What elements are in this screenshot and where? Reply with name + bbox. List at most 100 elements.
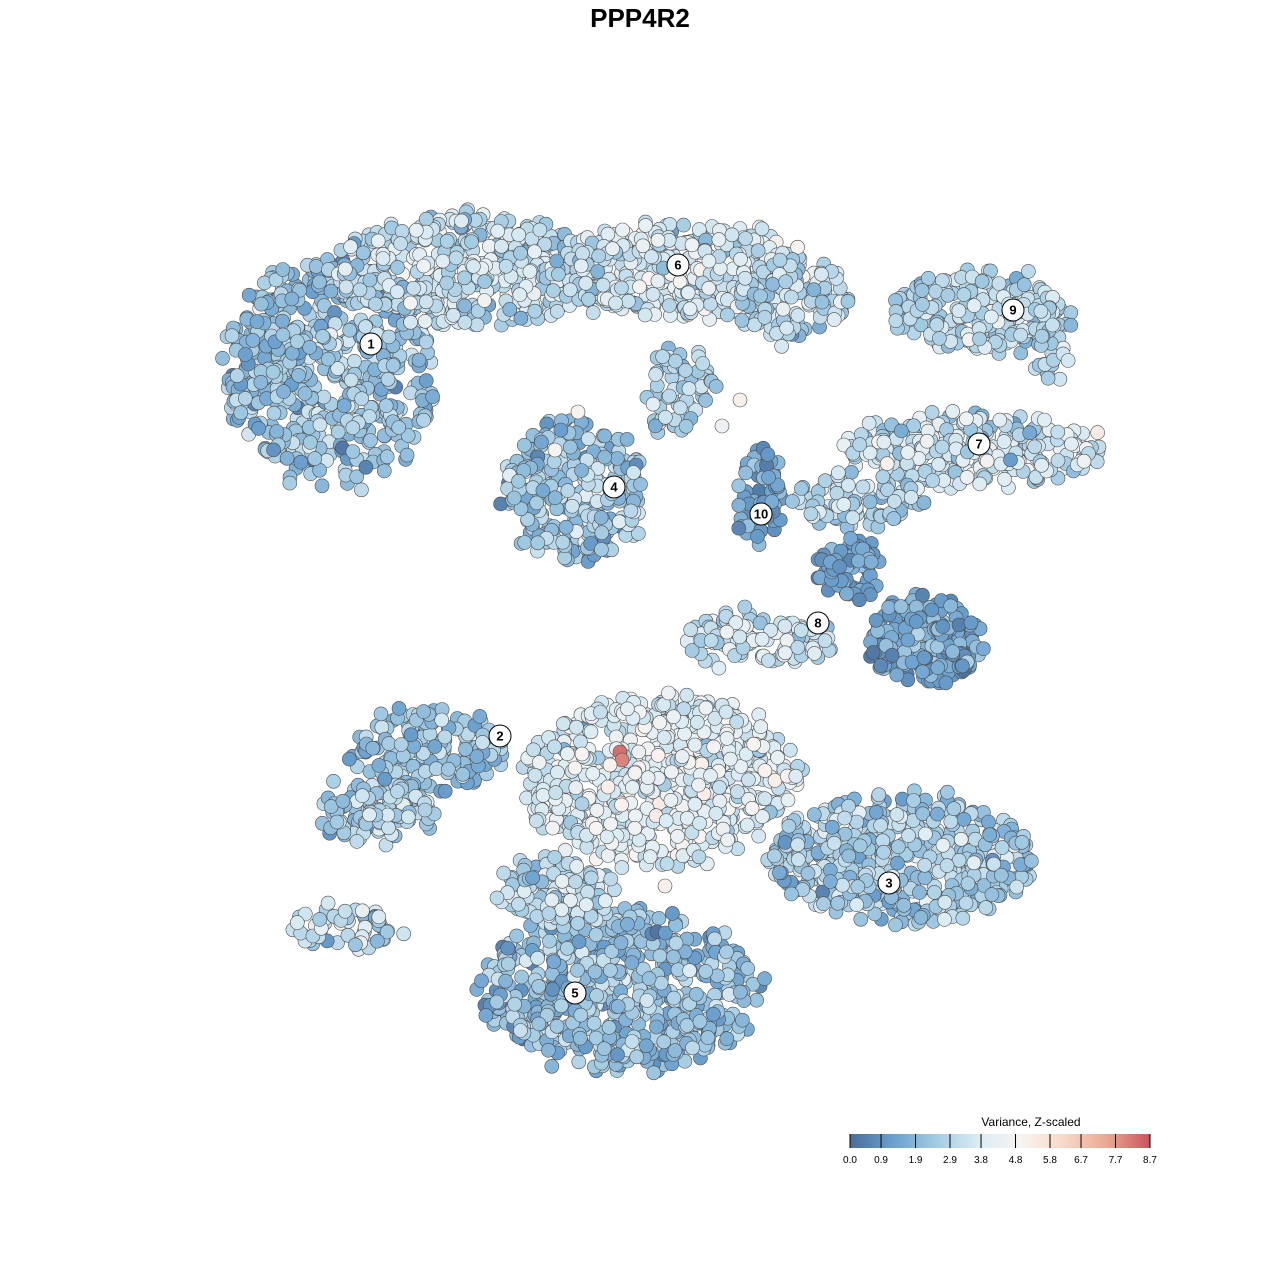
cell-point — [755, 264, 771, 280]
cell-point — [548, 785, 564, 800]
cell-point — [569, 719, 584, 735]
cell-point — [767, 848, 782, 864]
cell-point — [976, 641, 991, 657]
cell-point — [389, 284, 405, 300]
cell-point — [555, 534, 571, 550]
cell-point — [918, 826, 933, 842]
cell-point — [651, 911, 667, 926]
cell-point — [330, 361, 346, 376]
cell-point — [347, 353, 362, 369]
cell-point — [1045, 317, 1060, 333]
cell-point — [775, 301, 791, 317]
cell-point — [1064, 436, 1079, 452]
cell-point — [901, 828, 916, 843]
cell-point — [683, 622, 699, 638]
cell-point — [764, 494, 780, 509]
cell-point — [835, 877, 850, 893]
cell-point — [718, 704, 734, 720]
cell-point — [935, 619, 951, 634]
cell-point — [740, 961, 756, 976]
cell-point — [1013, 327, 1029, 343]
cell-point — [645, 286, 661, 302]
cell-point — [406, 280, 421, 296]
cell-point — [979, 453, 995, 469]
cell-point — [335, 793, 351, 809]
cell-point — [868, 804, 884, 820]
cell-point — [535, 483, 551, 498]
cell-point — [529, 495, 545, 511]
cell-point — [761, 470, 776, 485]
cell-point — [323, 283, 339, 299]
cell-point — [437, 783, 453, 799]
cell-point — [502, 302, 518, 317]
cell-point — [293, 454, 309, 470]
cell-point — [732, 629, 748, 645]
cell-point — [633, 477, 648, 492]
cell-point — [739, 817, 755, 833]
cell-point — [889, 807, 905, 822]
cell-point — [1050, 424, 1066, 440]
cell-point — [701, 280, 717, 296]
cell-point — [994, 840, 1010, 855]
cell-point — [215, 350, 230, 366]
cell-point — [800, 865, 816, 881]
cell-point — [687, 796, 703, 812]
cell-point — [992, 412, 1008, 428]
cell-point — [635, 238, 651, 254]
cell-point — [790, 239, 805, 255]
cell-point — [418, 211, 434, 227]
cell-point — [862, 494, 878, 510]
cell-point — [381, 329, 397, 345]
cell-point — [626, 465, 641, 480]
cell-point — [562, 282, 578, 298]
cell-point — [551, 266, 566, 282]
cell-point — [707, 931, 723, 947]
cell-point — [532, 222, 548, 238]
cell-point — [625, 780, 640, 795]
cell-point — [535, 788, 551, 803]
cell-point — [806, 282, 822, 298]
cell-point — [794, 481, 809, 496]
cell-point — [865, 645, 881, 660]
cell-point — [345, 420, 361, 436]
cell-point — [1024, 853, 1039, 869]
cell-point — [746, 736, 762, 752]
cell-point — [646, 1065, 662, 1081]
cell-point — [391, 420, 407, 435]
cell-point — [682, 301, 698, 317]
cell-point — [307, 451, 323, 466]
cell-point — [951, 617, 967, 633]
cell-point — [879, 456, 895, 472]
cell-point — [889, 667, 905, 683]
cell-point — [595, 277, 611, 293]
cell-point — [777, 835, 793, 850]
cell-point — [600, 226, 616, 242]
cell-point — [924, 405, 940, 420]
cell-point — [1017, 277, 1032, 293]
cell-point — [915, 664, 930, 680]
cell-point — [517, 535, 533, 550]
cell-point — [932, 331, 947, 346]
cell-point — [691, 777, 706, 793]
cell-point — [555, 716, 571, 732]
cell-point — [658, 409, 673, 425]
cell-point — [934, 439, 950, 455]
cell-point — [594, 525, 610, 541]
cell-point — [647, 418, 663, 434]
cell-point — [757, 310, 773, 325]
cell-point — [783, 289, 799, 305]
cell-point — [648, 367, 664, 382]
cell-point — [506, 490, 522, 506]
cell-point — [974, 274, 990, 289]
cell-point — [753, 288, 768, 304]
cell-point — [750, 243, 766, 258]
cell-point — [925, 473, 941, 488]
cell-point — [520, 512, 536, 527]
cell-point — [302, 340, 317, 355]
cell-point — [329, 814, 345, 830]
cell-point — [591, 248, 607, 264]
cell-point — [269, 424, 285, 439]
cell-point — [1014, 834, 1030, 850]
cell-point — [593, 704, 608, 720]
cell-point — [826, 312, 842, 327]
